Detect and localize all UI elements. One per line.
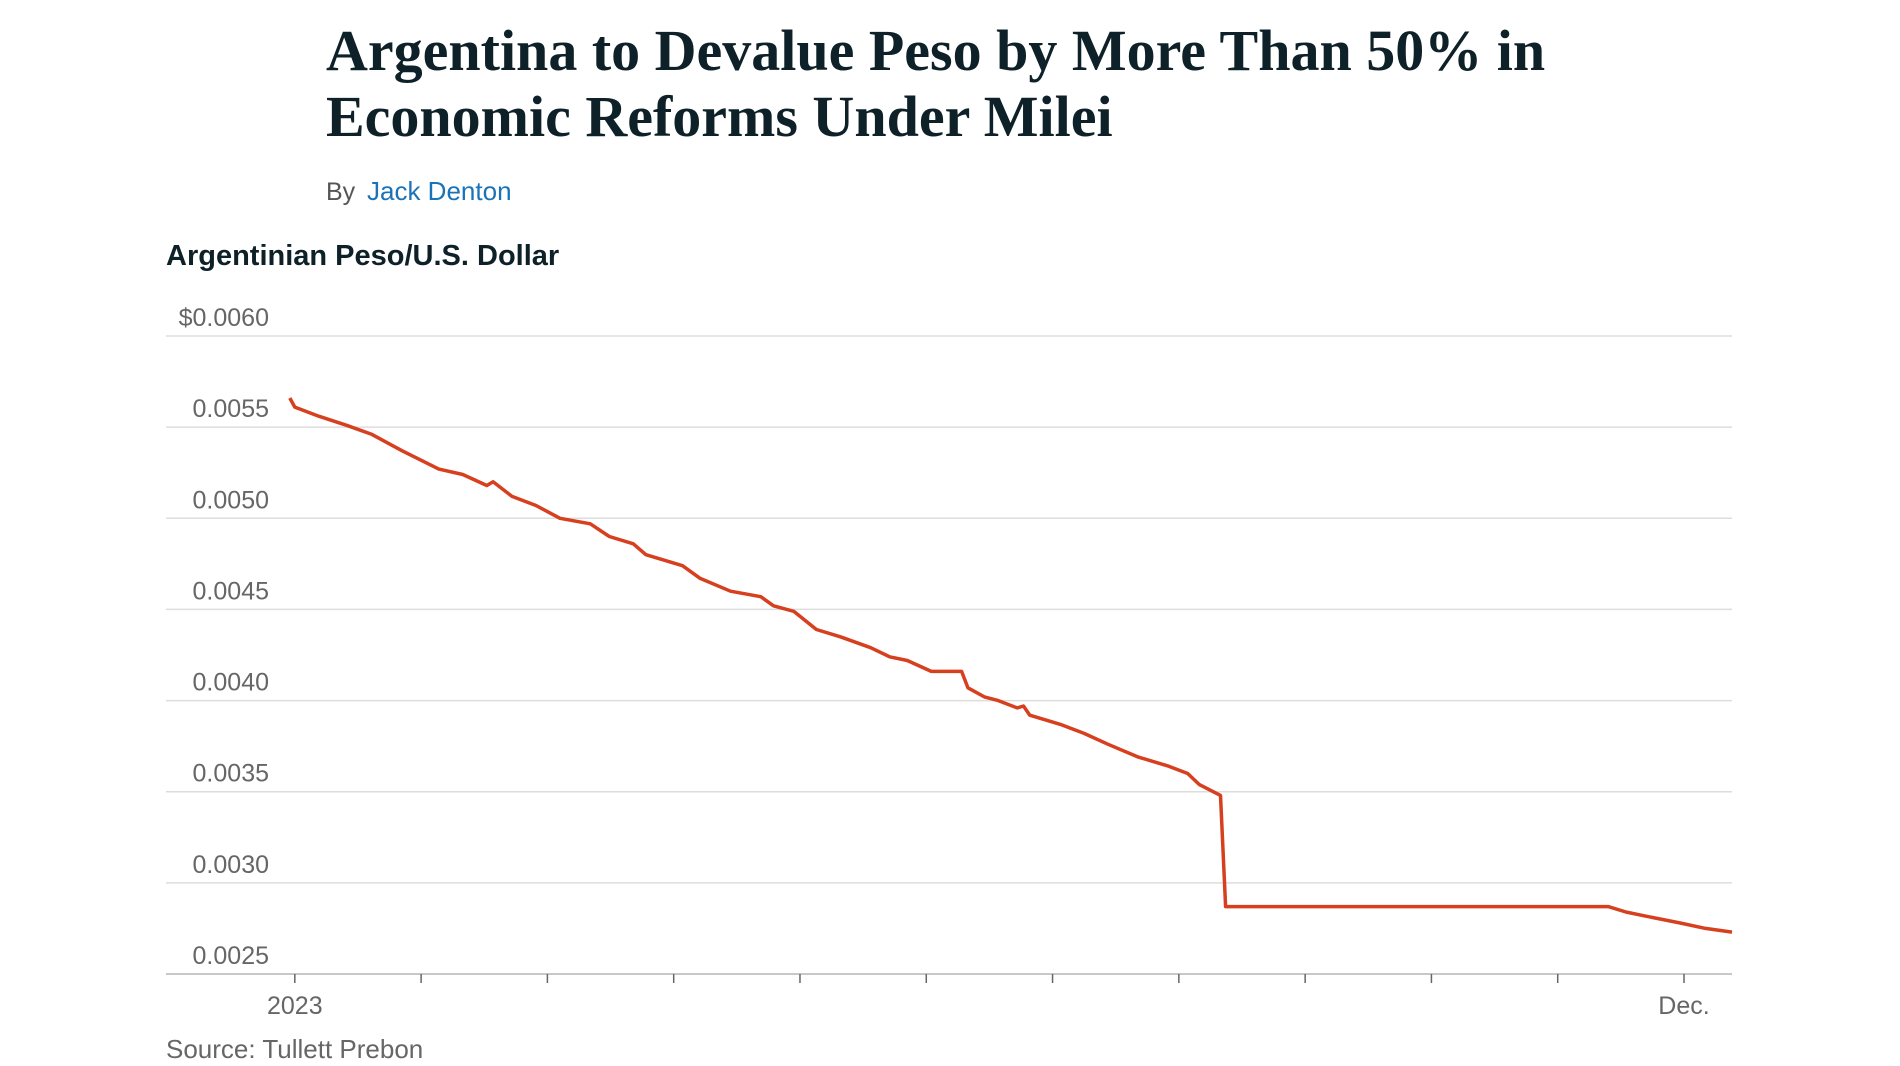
byline-prefix: By [326, 178, 356, 206]
chart-title: Argentinian Peso/U.S. Dollar [166, 240, 559, 272]
y-tick-label: $0.0060 [179, 304, 269, 332]
y-tick-label: 0.0040 [193, 669, 269, 697]
source: Source: Tullett Prebon [166, 1034, 423, 1064]
y-tick-label: 0.0035 [193, 760, 269, 788]
y-tick-label: 0.0025 [193, 942, 269, 970]
byline-author[interactable]: Jack Denton [367, 176, 512, 206]
data-line [288, 397, 1733, 934]
x-tick-label: Dec. [1658, 992, 1709, 1020]
y-tick-label: 0.0050 [193, 486, 269, 514]
y-tick-label: 0.0030 [193, 851, 269, 879]
y-tick-label: 0.0045 [193, 577, 269, 605]
x-tick-label: 2023 [267, 992, 323, 1020]
y-tick-label: 0.0055 [193, 395, 269, 423]
headline: Argentina to Devalue Peso by More Than 5… [326, 18, 1545, 149]
